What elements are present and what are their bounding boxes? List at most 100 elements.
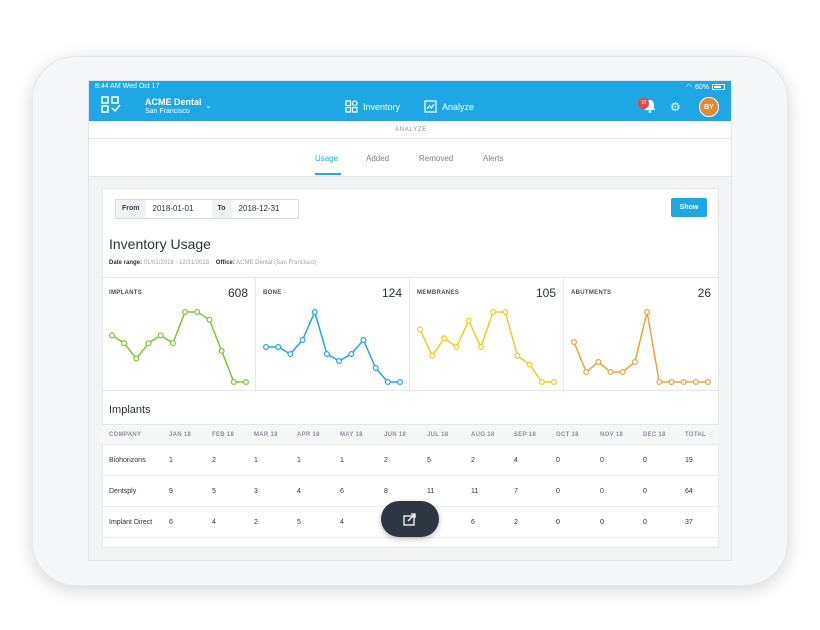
data-point — [416, 326, 424, 333]
tab-alerts[interactable]: Alerts — [483, 154, 504, 163]
usage-charts: IMPLANTS 608 BONE 124 MEMBRANES 105 ABUT… — [102, 277, 719, 392]
value-cell: 5 — [427, 444, 471, 476]
data-point — [311, 308, 318, 316]
data-point — [133, 355, 140, 362]
chart-panel-membranes[interactable]: MEMBRANES 105 — [410, 278, 564, 392]
implants-table: COMPANY JAN 18 FEB 18 MAR 18 APR 18 MAY 18 JUN… — [102, 424, 719, 538]
data-point — [348, 350, 355, 357]
column-header: COMPANY — [102, 424, 169, 445]
data-point — [705, 378, 712, 385]
data-point — [570, 338, 578, 345]
data-point — [644, 308, 651, 316]
table-row[interactable]: Dentsply 9 5 3 4 6 8 11 11 7 0 0 0 64 — [102, 475, 719, 507]
table-title: Implants — [109, 404, 151, 416]
value-cell: 0 — [556, 475, 600, 507]
chart-total: 26 — [697, 286, 711, 300]
chart-title: MEMBRANES — [417, 290, 460, 296]
data-point — [656, 378, 663, 385]
chevron-down-icon: ⌄ — [205, 101, 212, 110]
date-range-filter: From 2018-01-01 To 2018-12-31 — [115, 199, 299, 219]
series-line — [266, 309, 400, 383]
tab-removed[interactable]: Removed — [419, 154, 454, 163]
app-screen: 8:44 AM Wed Oct 17 ◠ 60% ACME Dental San… — [88, 80, 732, 561]
data-point — [145, 340, 152, 347]
data-point — [465, 317, 472, 324]
data-point — [218, 347, 225, 354]
section-title: ANALYZE — [89, 121, 731, 139]
chart-implants — [108, 308, 250, 385]
chart-panel-abutments[interactable]: ABUTMENTS 26 — [564, 278, 718, 392]
notification-badge: 10 — [638, 98, 649, 109]
series-line — [111, 311, 246, 383]
gear-icon[interactable]: ⚙ — [670, 100, 681, 114]
data-point — [336, 357, 343, 364]
value-cell: 1 — [340, 444, 384, 476]
chart-bone — [262, 308, 404, 385]
app-logo-icon[interactable] — [101, 96, 121, 114]
table-row[interactable]: Implant Direct 6 4 2 5 4 6 2 0 0 0 37 — [102, 506, 719, 538]
data-point — [206, 316, 213, 323]
column-header: APR 18 — [297, 424, 340, 445]
value-cell: 4 — [297, 475, 340, 507]
data-point — [477, 343, 484, 350]
value-cell: 0 — [600, 475, 643, 507]
data-point — [275, 343, 282, 350]
tab-added[interactable]: Added — [366, 154, 390, 163]
avatar[interactable]: BY — [699, 97, 719, 117]
table-row[interactable]: Biohorizons 1 2 1 1 1 2 5 2 4 0 0 0 19 — [102, 444, 719, 476]
value-cell: 0 — [643, 444, 685, 476]
analyze-chart-icon — [424, 100, 437, 113]
report-meta: Date range: 01/01/2018 - 12/31/2018 Offi… — [109, 260, 316, 266]
value-cell: 6 — [471, 506, 514, 538]
to-date-input[interactable]: 2018-12-31 — [238, 204, 280, 213]
inventory-grid-icon — [345, 100, 358, 113]
data-point — [230, 378, 237, 385]
value-cell: 2 — [471, 444, 514, 476]
chart-abutments — [570, 308, 712, 385]
nav-analyze[interactable]: Analyze — [424, 100, 474, 113]
data-point — [287, 350, 294, 357]
chart-total: 124 — [381, 286, 402, 300]
column-header: JAN 18 — [169, 424, 212, 445]
chart-panel-implants[interactable]: IMPLANTS 608 — [102, 278, 256, 392]
nav-inventory[interactable]: Inventory — [345, 100, 400, 113]
chart-title: BONE — [263, 290, 282, 296]
from-date-input[interactable]: 2018-01-01 — [152, 204, 194, 213]
value-cell: 6 — [169, 506, 212, 538]
value-cell: 4 — [212, 506, 254, 538]
data-point — [680, 378, 687, 385]
nav-analyze-label: Analyze — [442, 101, 475, 112]
value-cell: 2 — [212, 444, 254, 476]
company-cell: Biohorizons — [102, 444, 169, 476]
data-point — [360, 337, 367, 344]
nav-inventory-label: Inventory — [363, 101, 401, 112]
date-range-value: 01/01/2018 - 12/31/2018 — [143, 260, 210, 266]
status-time: 8:44 AM Wed Oct 17 — [95, 83, 160, 90]
chart-panel-bone[interactable]: BONE 124 — [256, 278, 410, 392]
data-point — [323, 350, 330, 357]
data-point — [441, 335, 448, 342]
active-tab-indicator — [315, 173, 341, 175]
value-cell: 9 — [169, 475, 212, 507]
value-cell: 0 — [643, 475, 685, 507]
wifi-icon: ◠ — [685, 84, 692, 91]
column-header: MAR 18 — [254, 424, 297, 445]
value-cell: 64 — [685, 475, 719, 507]
tab-usage[interactable]: Usage — [315, 154, 339, 163]
top-bar: 8:44 AM Wed Oct 17 ◠ 60% ACME Dental San… — [89, 81, 731, 121]
series-line — [419, 311, 554, 383]
data-point — [692, 378, 699, 385]
value-cell: 5 — [297, 506, 340, 538]
value-cell: 2 — [384, 444, 427, 476]
value-cell: 5 — [212, 475, 254, 507]
data-point — [243, 378, 250, 385]
share-button[interactable] — [381, 501, 439, 537]
value-cell: 0 — [643, 506, 685, 538]
chart-title: IMPLANTS — [109, 290, 143, 296]
data-point — [595, 358, 602, 365]
value-cell: 0 — [556, 506, 600, 538]
from-label: From — [116, 200, 146, 218]
column-header: JUN 18 — [384, 424, 427, 445]
column-header: TOTAL — [685, 424, 719, 445]
show-button[interactable]: Show — [671, 198, 707, 217]
